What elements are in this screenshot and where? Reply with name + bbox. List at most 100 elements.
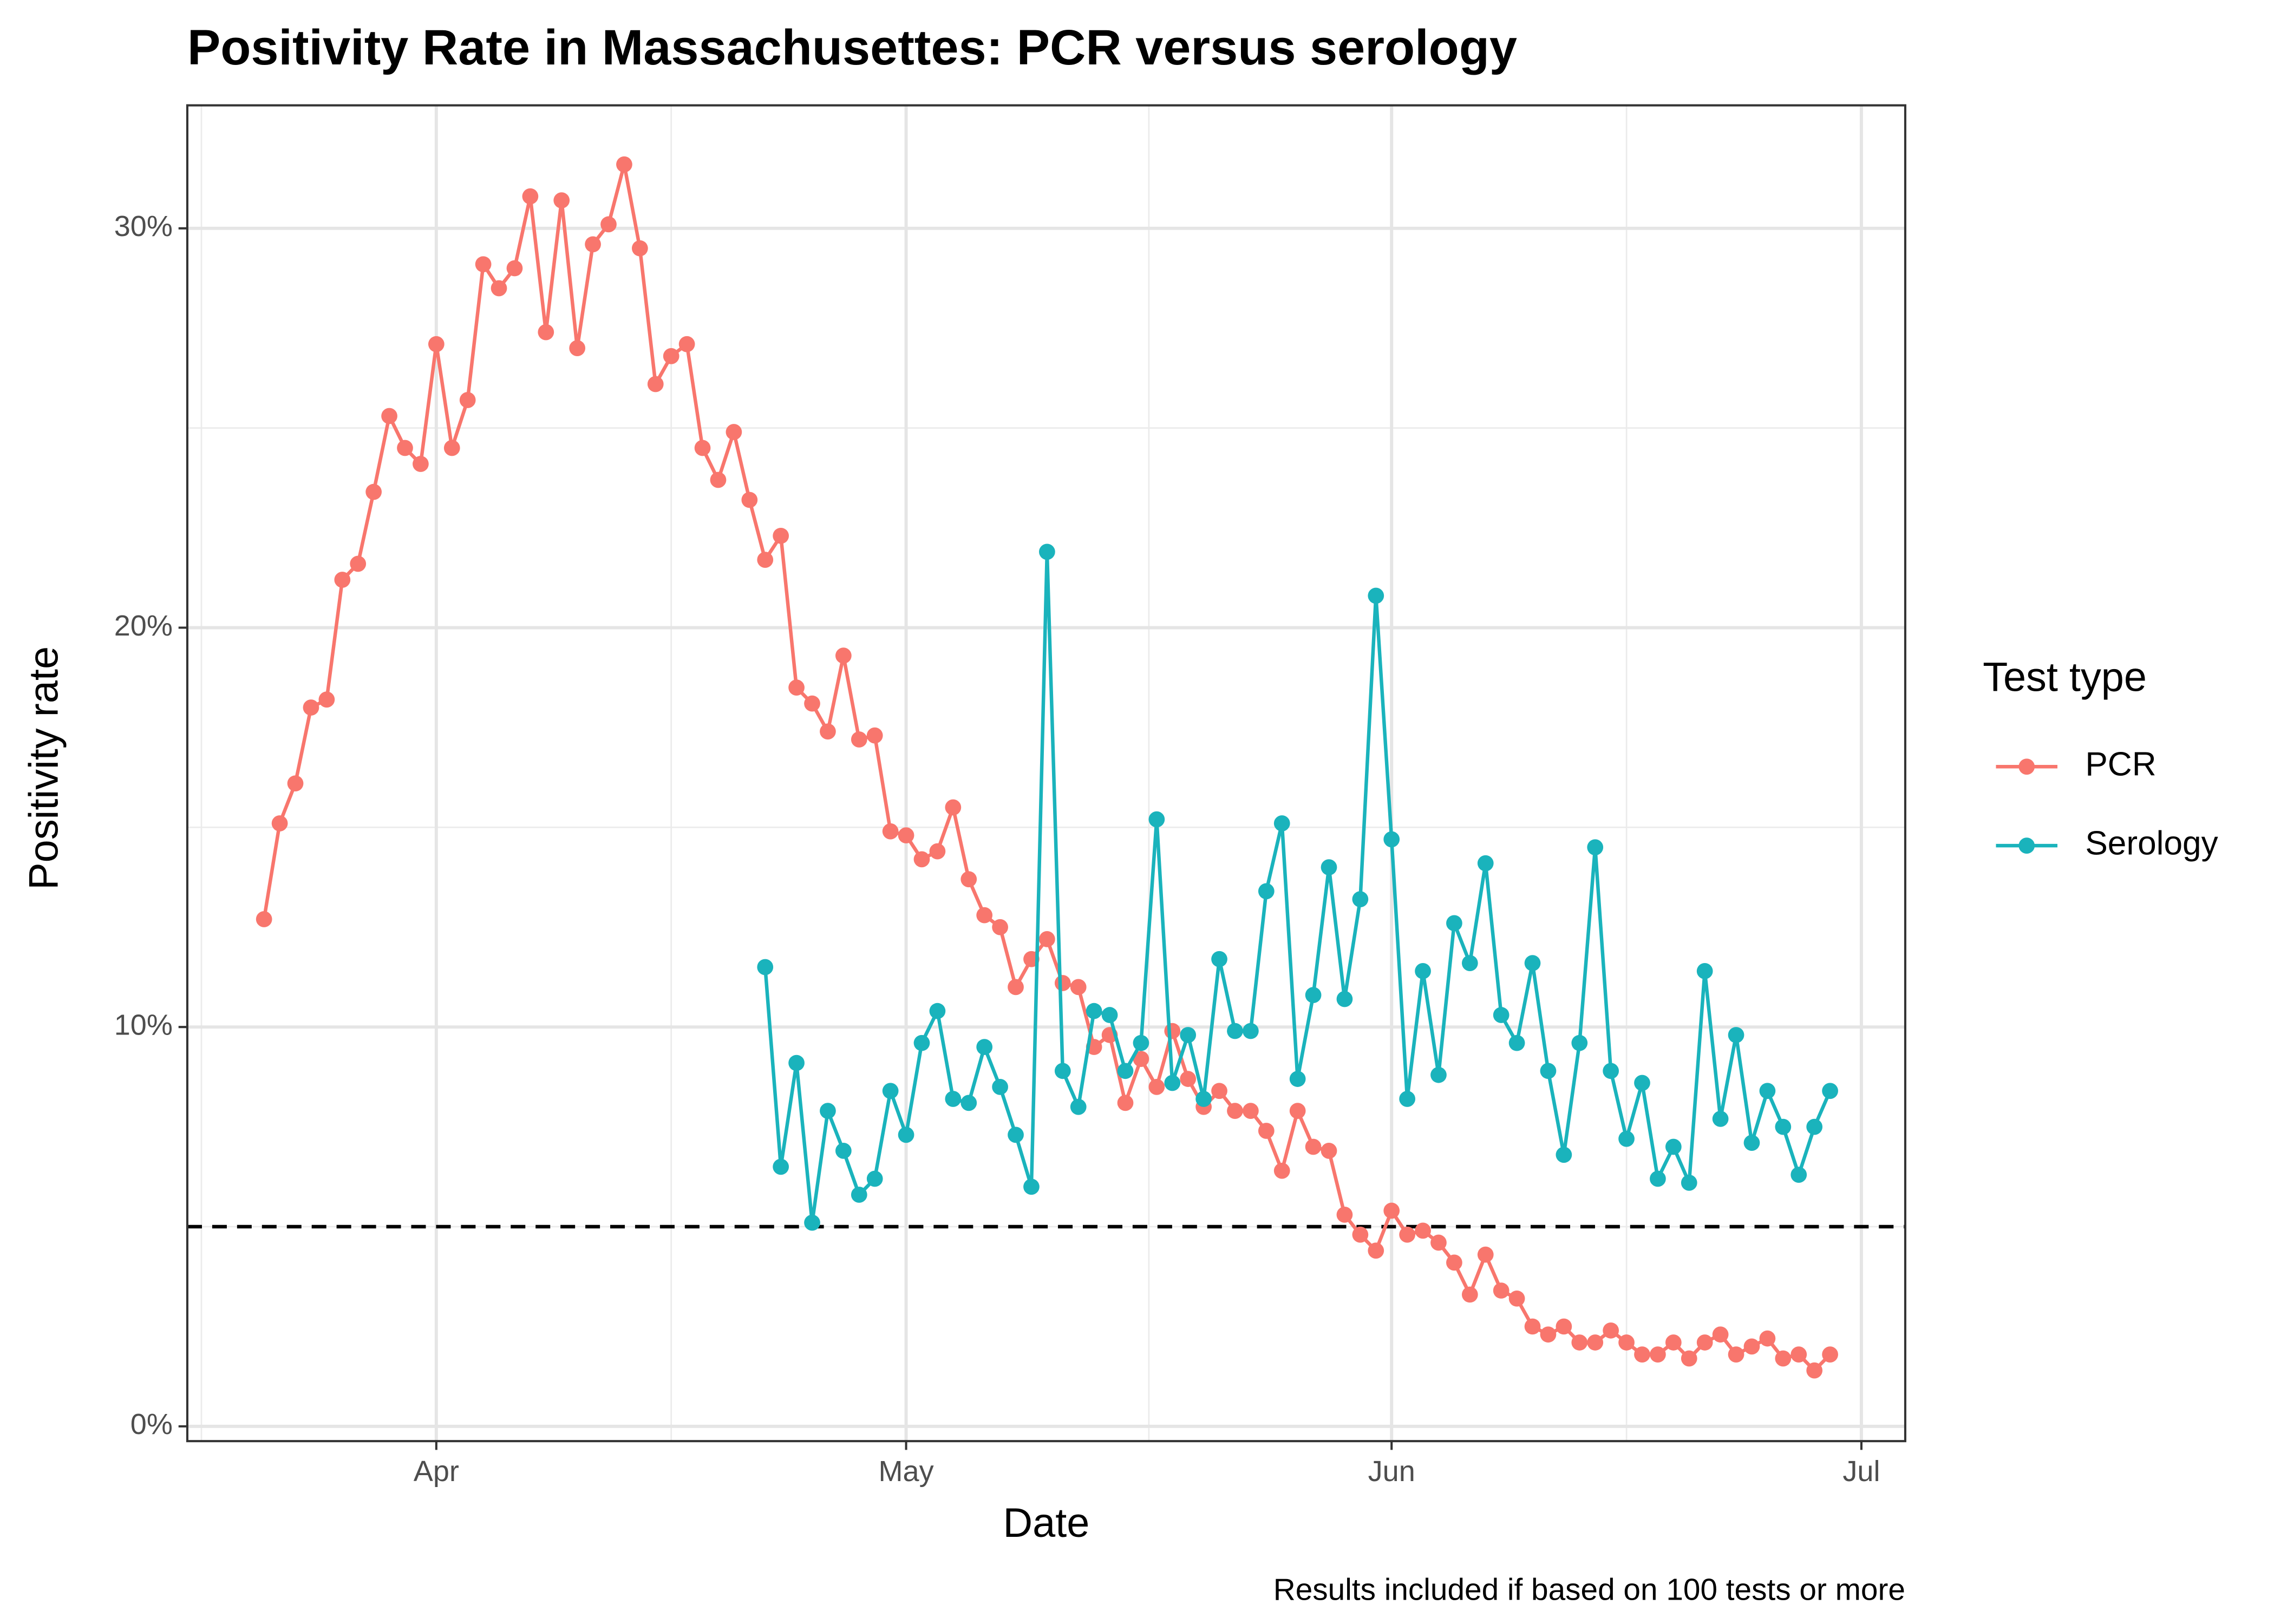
data-point [710,472,727,488]
data-point [1603,1063,1619,1079]
x-axis-title: Date [1003,1500,1090,1546]
data-point [866,727,883,744]
data-point [1430,1066,1447,1083]
data-point [1383,831,1400,848]
data-point [1524,1318,1541,1335]
data-point [1180,1071,1197,1087]
x-tick-label: Jul [1842,1455,1880,1488]
data-point [773,1158,789,1175]
data-point [835,647,852,664]
data-point [1227,1103,1243,1119]
data-point [882,1083,899,1099]
plot-border [186,104,1906,1443]
data-point [929,1003,946,1019]
x-tick-label: May [879,1455,934,1488]
data-point [1775,1118,1792,1135]
y-tick-label: 30% [114,210,173,243]
data-point [1634,1075,1650,1091]
data-point [350,555,367,572]
data-point [1806,1118,1823,1135]
legend-key-point [2018,758,2035,775]
data-point [694,440,711,456]
data-point [1164,1023,1181,1039]
data-point [913,851,930,868]
data-point [1665,1138,1682,1155]
data-point [1446,915,1462,932]
data-point [1712,1110,1729,1127]
data-point [1603,1322,1619,1339]
data-point [820,723,836,740]
legend-label: Serology [2085,825,2218,862]
data-point [1258,883,1275,900]
legend-key-point [2018,837,2035,854]
data-point [1258,1123,1275,1139]
data-point [271,815,288,831]
data-point [1775,1350,1792,1367]
data-point [1696,1334,1713,1351]
data-point [1227,1023,1243,1039]
data-point [1336,1207,1353,1223]
data-point [945,1091,962,1107]
data-point [851,1187,867,1203]
data-point [475,256,492,273]
data-point [1524,955,1541,972]
data-point [788,679,805,696]
data-point [365,483,382,500]
data-point [459,392,476,408]
data-point [929,843,946,860]
data-point [835,1142,852,1159]
data-point [757,959,774,975]
data-point [1822,1346,1838,1363]
y-tick-label: 10% [114,1009,173,1041]
caption: Results included if based on 100 tests o… [1273,1573,1905,1607]
data-point [1070,979,1087,996]
data-point [726,424,742,440]
data-point [663,348,679,364]
data-point [1477,1246,1494,1263]
data-point [1634,1346,1650,1363]
data-point [1273,1162,1290,1179]
data-point [585,236,601,253]
data-point [1508,1290,1525,1307]
data-point [397,440,413,456]
data-point [256,911,272,927]
data-point [882,823,899,840]
data-point [1743,1338,1760,1355]
y-tick-label: 0% [130,1408,173,1440]
data-point [1712,1326,1729,1343]
data-point [1243,1023,1259,1039]
data-point [287,775,304,792]
data-point [1352,1226,1369,1243]
data-point [1508,1034,1525,1051]
data-point [1117,1095,1134,1111]
data-point [945,799,962,816]
data-point [1696,963,1713,979]
y-axis-title: Positivity rate [21,646,67,890]
data-point [741,492,758,508]
data-point [522,188,539,205]
data-point [1618,1130,1635,1147]
data-point [804,695,820,712]
data-point [1133,1051,1149,1068]
data-point [1305,1138,1322,1155]
data-point [898,1127,914,1143]
data-point [381,408,397,424]
data-point [1461,955,1478,972]
data-point [1415,963,1431,979]
data-point [1791,1167,1807,1183]
data-point [1117,1063,1134,1079]
data-point [1540,1063,1557,1079]
data-point [1133,1034,1149,1051]
data-point [1446,1254,1462,1271]
data-point [1148,811,1165,828]
data-point [1759,1330,1776,1347]
data-point [1070,1098,1087,1115]
data-point [1336,991,1353,1007]
data-point [1743,1135,1760,1151]
data-point [1493,1007,1510,1023]
data-point [1321,1142,1337,1159]
data-point [1728,1027,1744,1043]
data-point [1650,1346,1666,1363]
